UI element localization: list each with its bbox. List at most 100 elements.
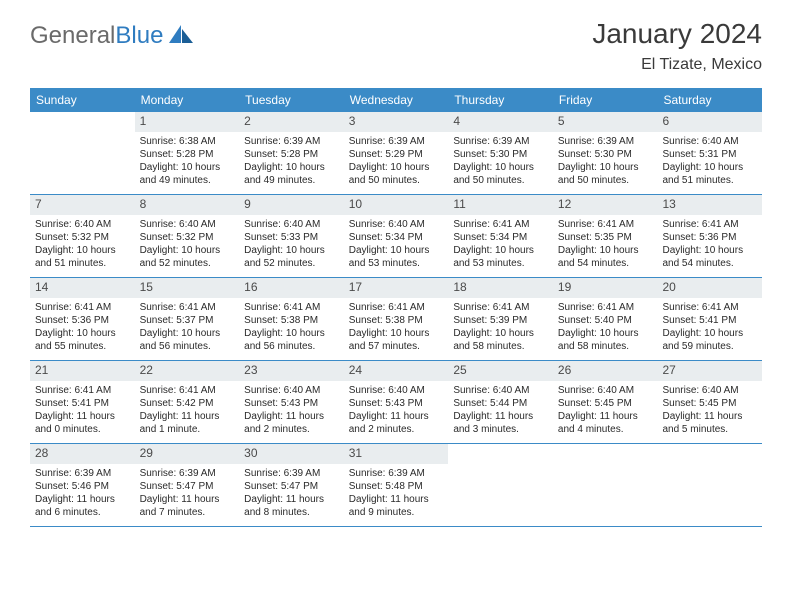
day-number: 8 (135, 195, 240, 215)
weeks-container: 1Sunrise: 6:38 AMSunset: 5:28 PMDaylight… (30, 112, 762, 527)
day-cell-12: 12Sunrise: 6:41 AMSunset: 5:35 PMDayligh… (553, 195, 658, 277)
day-header-friday: Friday (553, 88, 658, 112)
day-body: Sunrise: 6:41 AMSunset: 5:34 PMDaylight:… (448, 215, 553, 276)
day-info-line: Sunrise: 6:40 AM (35, 218, 130, 231)
day-info-line: Sunrise: 6:40 AM (662, 135, 757, 148)
day-info-line: and 53 minutes. (349, 257, 444, 270)
day-info-line: Sunrise: 6:39 AM (349, 135, 444, 148)
day-info-line: Daylight: 10 hours (140, 327, 235, 340)
brand-part2: Blue (115, 22, 163, 49)
day-cell-4: 4Sunrise: 6:39 AMSunset: 5:30 PMDaylight… (448, 112, 553, 194)
day-info-line: Sunset: 5:31 PM (662, 148, 757, 161)
day-info-line: and 54 minutes. (558, 257, 653, 270)
day-cell-19: 19Sunrise: 6:41 AMSunset: 5:40 PMDayligh… (553, 278, 658, 360)
day-body: Sunrise: 6:39 AMSunset: 5:30 PMDaylight:… (553, 132, 658, 193)
day-info-line: and 9 minutes. (349, 506, 444, 519)
day-info-line: Daylight: 10 hours (453, 161, 548, 174)
day-body: Sunrise: 6:41 AMSunset: 5:40 PMDaylight:… (553, 298, 658, 359)
day-info-line: Sunset: 5:32 PM (35, 231, 130, 244)
day-body: Sunrise: 6:41 AMSunset: 5:38 PMDaylight:… (344, 298, 449, 359)
day-info-line: Daylight: 10 hours (35, 244, 130, 257)
week-row: 1Sunrise: 6:38 AMSunset: 5:28 PMDaylight… (30, 112, 762, 195)
day-info-line: Daylight: 10 hours (453, 327, 548, 340)
day-header-wednesday: Wednesday (344, 88, 449, 112)
day-info-line: and 56 minutes. (140, 340, 235, 353)
location-label: El Tizate, Mexico (592, 56, 762, 74)
day-info-line: Sunset: 5:42 PM (140, 397, 235, 410)
day-info-line: Sunset: 5:45 PM (662, 397, 757, 410)
empty-cell (657, 444, 762, 526)
brand-part1: General (30, 22, 115, 49)
day-body: Sunrise: 6:40 AMSunset: 5:33 PMDaylight:… (239, 215, 344, 276)
day-info-line: Sunrise: 6:41 AM (140, 301, 235, 314)
day-info-line: and 3 minutes. (453, 423, 548, 436)
day-header-monday: Monday (135, 88, 240, 112)
day-info-line: Daylight: 11 hours (349, 410, 444, 423)
day-info-line: Sunrise: 6:41 AM (662, 218, 757, 231)
day-body: Sunrise: 6:39 AMSunset: 5:28 PMDaylight:… (239, 132, 344, 193)
day-cell-2: 2Sunrise: 6:39 AMSunset: 5:28 PMDaylight… (239, 112, 344, 194)
day-number: 26 (553, 361, 658, 381)
brand-sail-icon (167, 23, 195, 50)
day-body: Sunrise: 6:40 AMSunset: 5:45 PMDaylight:… (657, 381, 762, 442)
day-number: 17 (344, 278, 449, 298)
day-info-line: Sunrise: 6:39 AM (244, 467, 339, 480)
day-info-line: Daylight: 11 hours (140, 493, 235, 506)
day-info-line: Sunrise: 6:40 AM (662, 384, 757, 397)
day-info-line: and 51 minutes. (35, 257, 130, 270)
day-info-line: and 54 minutes. (662, 257, 757, 270)
day-body: Sunrise: 6:40 AMSunset: 5:44 PMDaylight:… (448, 381, 553, 442)
day-info-line: Sunset: 5:41 PM (662, 314, 757, 327)
day-info-line: Sunset: 5:46 PM (35, 480, 130, 493)
day-number: 29 (135, 444, 240, 464)
day-number: 12 (553, 195, 658, 215)
day-number: 28 (30, 444, 135, 464)
day-info-line: Sunset: 5:28 PM (244, 148, 339, 161)
day-info-line: Daylight: 10 hours (140, 161, 235, 174)
day-cell-17: 17Sunrise: 6:41 AMSunset: 5:38 PMDayligh… (344, 278, 449, 360)
day-info-line: Sunset: 5:30 PM (558, 148, 653, 161)
day-info-line: Daylight: 11 hours (453, 410, 548, 423)
day-info-line: and 58 minutes. (558, 340, 653, 353)
day-header-tuesday: Tuesday (239, 88, 344, 112)
day-cell-29: 29Sunrise: 6:39 AMSunset: 5:47 PMDayligh… (135, 444, 240, 526)
day-info-line: Daylight: 11 hours (662, 410, 757, 423)
day-info-line: Daylight: 11 hours (558, 410, 653, 423)
day-info-line: Sunset: 5:35 PM (558, 231, 653, 244)
day-info-line: Sunrise: 6:41 AM (558, 218, 653, 231)
brand-text: GeneralBlue (30, 22, 163, 50)
day-body: Sunrise: 6:39 AMSunset: 5:29 PMDaylight:… (344, 132, 449, 193)
day-number: 6 (657, 112, 762, 132)
day-cell-22: 22Sunrise: 6:41 AMSunset: 5:42 PMDayligh… (135, 361, 240, 443)
title-block: January 2024 El Tizate, Mexico (592, 18, 762, 74)
day-info-line: and 1 minute. (140, 423, 235, 436)
day-number: 11 (448, 195, 553, 215)
day-body: Sunrise: 6:41 AMSunset: 5:35 PMDaylight:… (553, 215, 658, 276)
day-number: 1 (135, 112, 240, 132)
day-info-line: Daylight: 10 hours (349, 244, 444, 257)
day-info-line: Sunrise: 6:39 AM (140, 467, 235, 480)
day-info-line: and 2 minutes. (349, 423, 444, 436)
day-info-line: Sunset: 5:36 PM (662, 231, 757, 244)
week-row: 14Sunrise: 6:41 AMSunset: 5:36 PMDayligh… (30, 278, 762, 361)
day-info-line: Daylight: 11 hours (349, 493, 444, 506)
day-info-line: Sunrise: 6:39 AM (349, 467, 444, 480)
day-info-line: Daylight: 10 hours (558, 161, 653, 174)
month-title: January 2024 (592, 18, 762, 50)
day-info-line: Sunrise: 6:40 AM (453, 384, 548, 397)
day-info-line: Sunrise: 6:40 AM (558, 384, 653, 397)
day-info-line: Daylight: 10 hours (349, 161, 444, 174)
day-info-line: Sunrise: 6:39 AM (35, 467, 130, 480)
day-info-line: Sunrise: 6:41 AM (244, 301, 339, 314)
day-info-line: Daylight: 11 hours (35, 493, 130, 506)
day-body: Sunrise: 6:40 AMSunset: 5:31 PMDaylight:… (657, 132, 762, 193)
day-header-row: SundayMondayTuesdayWednesdayThursdayFrid… (30, 88, 762, 112)
day-number: 4 (448, 112, 553, 132)
day-body: Sunrise: 6:41 AMSunset: 5:42 PMDaylight:… (135, 381, 240, 442)
day-number: 20 (657, 278, 762, 298)
day-body: Sunrise: 6:39 AMSunset: 5:47 PMDaylight:… (135, 464, 240, 525)
day-info-line: Sunset: 5:28 PM (140, 148, 235, 161)
day-body (657, 464, 762, 473)
day-info-line: Sunset: 5:38 PM (349, 314, 444, 327)
day-number: 27 (657, 361, 762, 381)
